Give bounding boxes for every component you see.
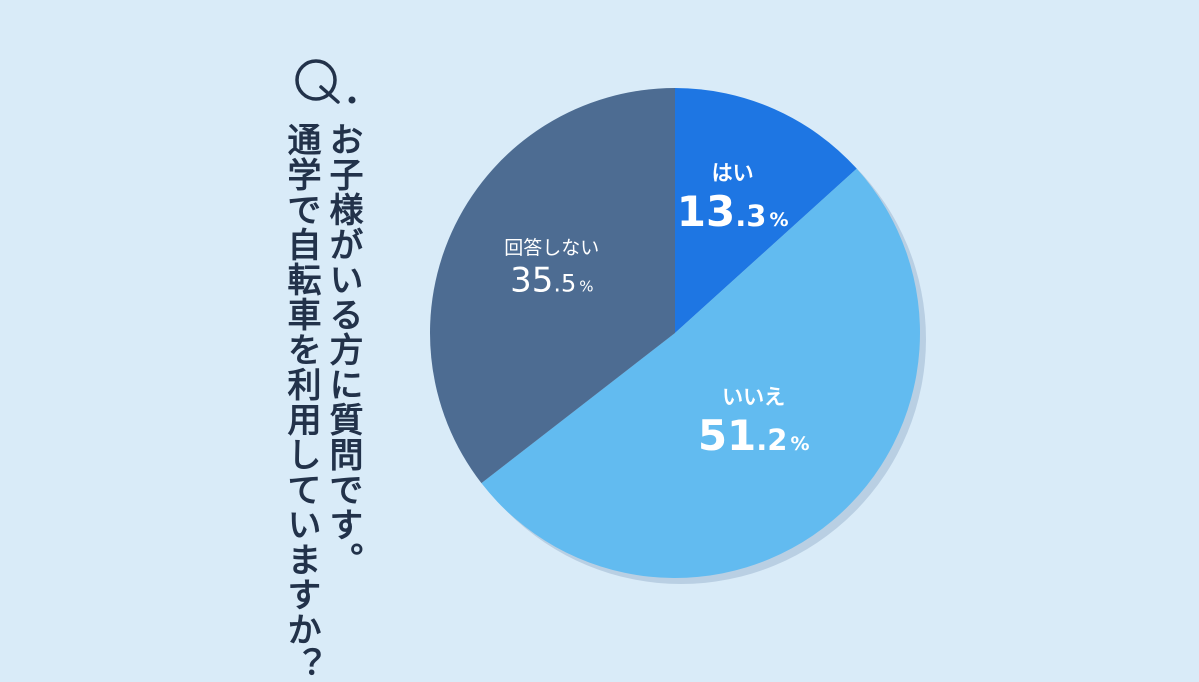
slice-value-3: 35.5% (510, 260, 593, 300)
q-mark-circle (295, 59, 337, 101)
slice-label-2: いいえ (722, 385, 785, 409)
question-line-1: お子様がいる方に質問です。 (323, 122, 363, 577)
pie-slice-1 (675, 88, 857, 333)
question-line-2: 通学で自転車を利用していますか？ (281, 122, 321, 682)
q-mark-tail (319, 85, 340, 104)
slice-value-1: 13.3% (677, 187, 789, 236)
pie-slice-2 (481, 168, 921, 579)
q-mark (295, 59, 356, 104)
slice-label-3: 回答しない (504, 237, 599, 259)
q-mark-dot (348, 96, 356, 104)
slice-value-2: 51.2% (698, 411, 810, 460)
slice-label-1: はい (712, 161, 754, 185)
pie-slice-3 (430, 88, 675, 484)
